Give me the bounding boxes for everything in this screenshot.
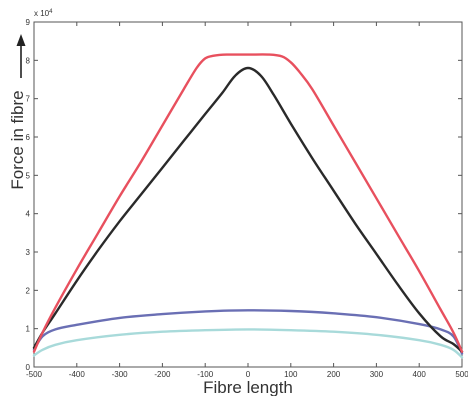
x-tick-label: 400 [413,370,427,379]
x-axis-label: Fibre length [203,378,293,396]
series-line-3 [34,310,462,353]
x-tick-label: -200 [154,370,171,379]
series-layer [34,54,462,357]
y-tick-label: 4 [26,210,31,219]
y-multiplier: x 104 [34,9,53,18]
y-axis-label: Force in fibre [8,90,27,189]
y-tick-label: 9 [26,18,31,27]
y-tick-label: 0 [26,363,31,372]
x-tick-label: -400 [69,370,86,379]
series-line-1 [34,54,462,351]
series-line-4 [34,329,462,357]
x-tick-label: 500 [455,370,468,379]
x-tick-label: 300 [370,370,384,379]
y-axis-arrow-icon [17,34,26,78]
y-tick-label: 3 [26,248,31,257]
x-tick-label: 200 [327,370,341,379]
y-tick-label: 8 [26,56,31,65]
plot-frame [34,22,462,367]
y-tick-label: 1 [26,325,31,334]
axis-ticks: -500 -400 -300 -200 -100 0 100 200 300 400 5000123… [26,18,468,379]
x-tick-label: -300 [112,370,129,379]
y-tick-label: 2 [26,286,31,295]
